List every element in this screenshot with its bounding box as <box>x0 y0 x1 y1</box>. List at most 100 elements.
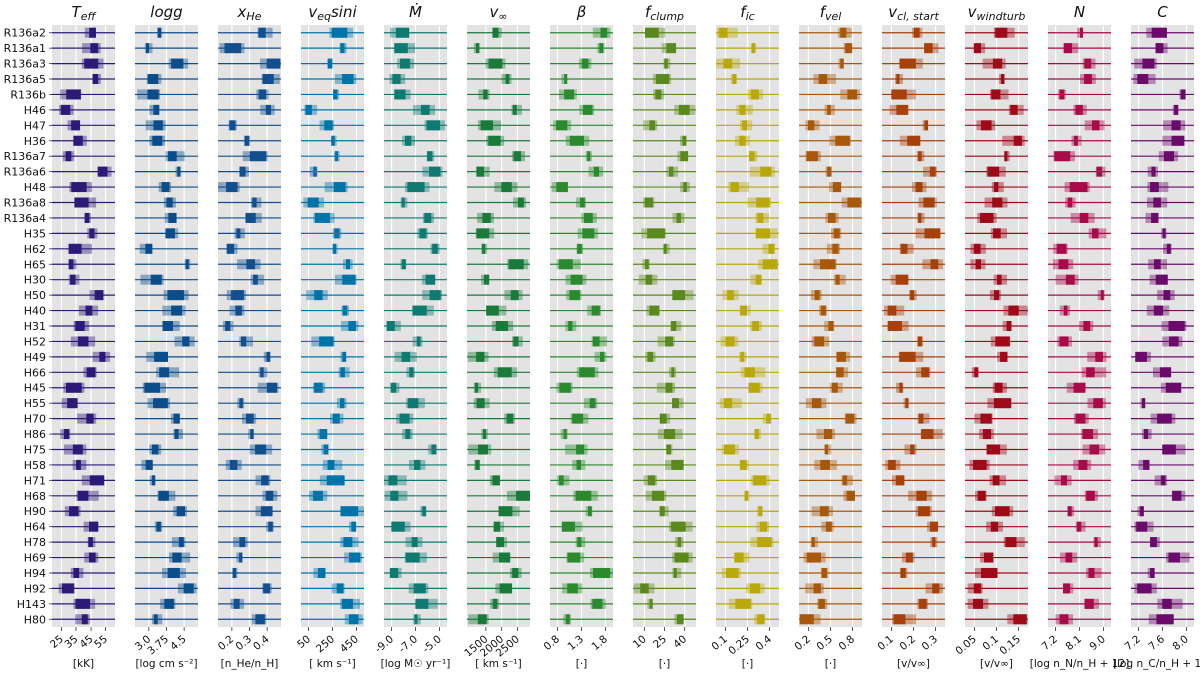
range-bar-inner <box>513 151 522 162</box>
range-bar-inner <box>831 382 838 393</box>
range-bar-inner <box>147 89 159 100</box>
range-bar-inner <box>739 135 746 146</box>
range-bar-inner <box>806 151 818 162</box>
range-bar-inner <box>564 89 575 100</box>
range-bar-inner <box>813 583 821 594</box>
row-label-h80: H80 <box>24 613 46 626</box>
range-bar-inner <box>229 459 238 470</box>
range-bar-inner <box>599 43 604 54</box>
row-label-h64: H64 <box>24 521 46 534</box>
range-bar-inner <box>718 27 728 38</box>
range-bar-inner <box>1137 583 1152 594</box>
range-bar-inner <box>258 27 266 38</box>
range-bar-inner <box>394 43 408 54</box>
range-bar-inner <box>342 274 356 285</box>
range-bar-inner <box>253 274 258 285</box>
range-bar-inner <box>319 429 328 440</box>
range-bar-inner <box>1054 151 1071 162</box>
range-bar-inner <box>412 305 427 316</box>
range-bar-inner <box>760 166 772 177</box>
panel-7: fclump 10 25 40[·] <box>631 3 696 670</box>
range-bar-inner <box>177 166 181 177</box>
range-bar-inner <box>422 506 426 517</box>
range-bar-inner <box>570 274 583 285</box>
range-bar-inner <box>1171 120 1181 131</box>
range-bar-inner <box>236 228 241 239</box>
range-bar-inner <box>90 43 99 54</box>
range-bar-inner <box>1005 537 1017 548</box>
range-bar-inner <box>167 567 180 578</box>
range-bar-inner <box>246 413 254 424</box>
range-bar-inner <box>929 166 936 177</box>
x-tick-label: -5.0 <box>421 633 444 655</box>
range-bar-inner <box>392 74 401 85</box>
range-bar-inner <box>332 413 340 424</box>
x-tick-label: 10 <box>631 633 649 651</box>
range-bar-inner <box>1006 321 1012 331</box>
row-label-h47: H47 <box>24 119 46 132</box>
range-bar-inner <box>486 305 499 316</box>
range-bar-inner <box>918 151 922 162</box>
range-bar-inner <box>895 274 909 285</box>
range-bar-inner <box>1063 43 1073 54</box>
range-bar-inner <box>313 166 317 177</box>
range-bar-inner <box>1142 58 1155 69</box>
range-bar-inner <box>413 583 426 594</box>
range-bar-inner <box>1163 151 1175 162</box>
row-label-h45: H45 <box>24 382 46 395</box>
range-bar-inner <box>836 351 846 362</box>
range-bar-inner <box>913 27 920 38</box>
range-bar-inner <box>255 444 267 455</box>
range-bar-inner <box>893 614 906 625</box>
range-bar-inner <box>1153 305 1164 316</box>
range-bar-inner <box>241 336 247 347</box>
panel-title: fclump <box>645 3 684 23</box>
row-label-r136a1: R136a1 <box>4 42 46 55</box>
range-bar-inner <box>1143 459 1150 470</box>
range-bar-inner <box>407 398 419 409</box>
range-bar-inner <box>929 521 939 532</box>
range-bar-inner <box>239 537 246 548</box>
range-bar-inner <box>260 367 264 378</box>
range-bar-inner <box>751 43 755 54</box>
panel-3: veqsini 50 250 450 [ km s⁻¹] <box>295 3 364 670</box>
range-bar-inner <box>575 490 592 501</box>
range-bar-inner <box>561 521 575 532</box>
range-bar-inner <box>744 490 748 501</box>
range-bar-inner <box>405 552 420 563</box>
range-bar-inner <box>932 537 936 548</box>
range-bar-inner <box>821 567 827 578</box>
range-bar-inner <box>982 429 992 440</box>
range-bar-inner <box>239 166 246 177</box>
range-bar-inner <box>559 382 571 393</box>
range-bar-inner <box>992 197 1003 208</box>
range-bar-inner <box>425 274 436 285</box>
range-bar-inner <box>89 475 105 486</box>
range-bar-inner <box>980 567 998 578</box>
range-bar-inner <box>1162 598 1172 609</box>
range-bar-inner <box>1067 506 1072 517</box>
range-bar-inner <box>75 598 91 609</box>
range-bar-inner <box>84 212 90 223</box>
panel-title: Teff <box>72 3 97 23</box>
range-bar-inner <box>577 537 582 548</box>
x-tick-label: 0.8 <box>542 633 563 653</box>
range-bar-inner <box>900 567 906 578</box>
range-bar-inner <box>723 58 733 69</box>
range-bar-inner <box>239 552 243 563</box>
range-bar-inner <box>833 228 840 239</box>
range-bar-inner <box>887 305 897 316</box>
range-bar-inner <box>924 120 929 131</box>
range-bar-inner <box>414 459 421 470</box>
range-bar-inner <box>60 104 71 115</box>
range-bar-inner <box>647 228 665 239</box>
range-bar-inner <box>476 166 485 177</box>
range-bar-inner <box>71 120 81 131</box>
range-bar-inner <box>424 212 432 223</box>
panel-6: β 0.8 1.3 1.8[·] <box>542 3 613 670</box>
range-bar-inner <box>390 490 399 501</box>
range-bar-inner <box>1094 537 1098 548</box>
range-bar-inner <box>758 506 763 517</box>
